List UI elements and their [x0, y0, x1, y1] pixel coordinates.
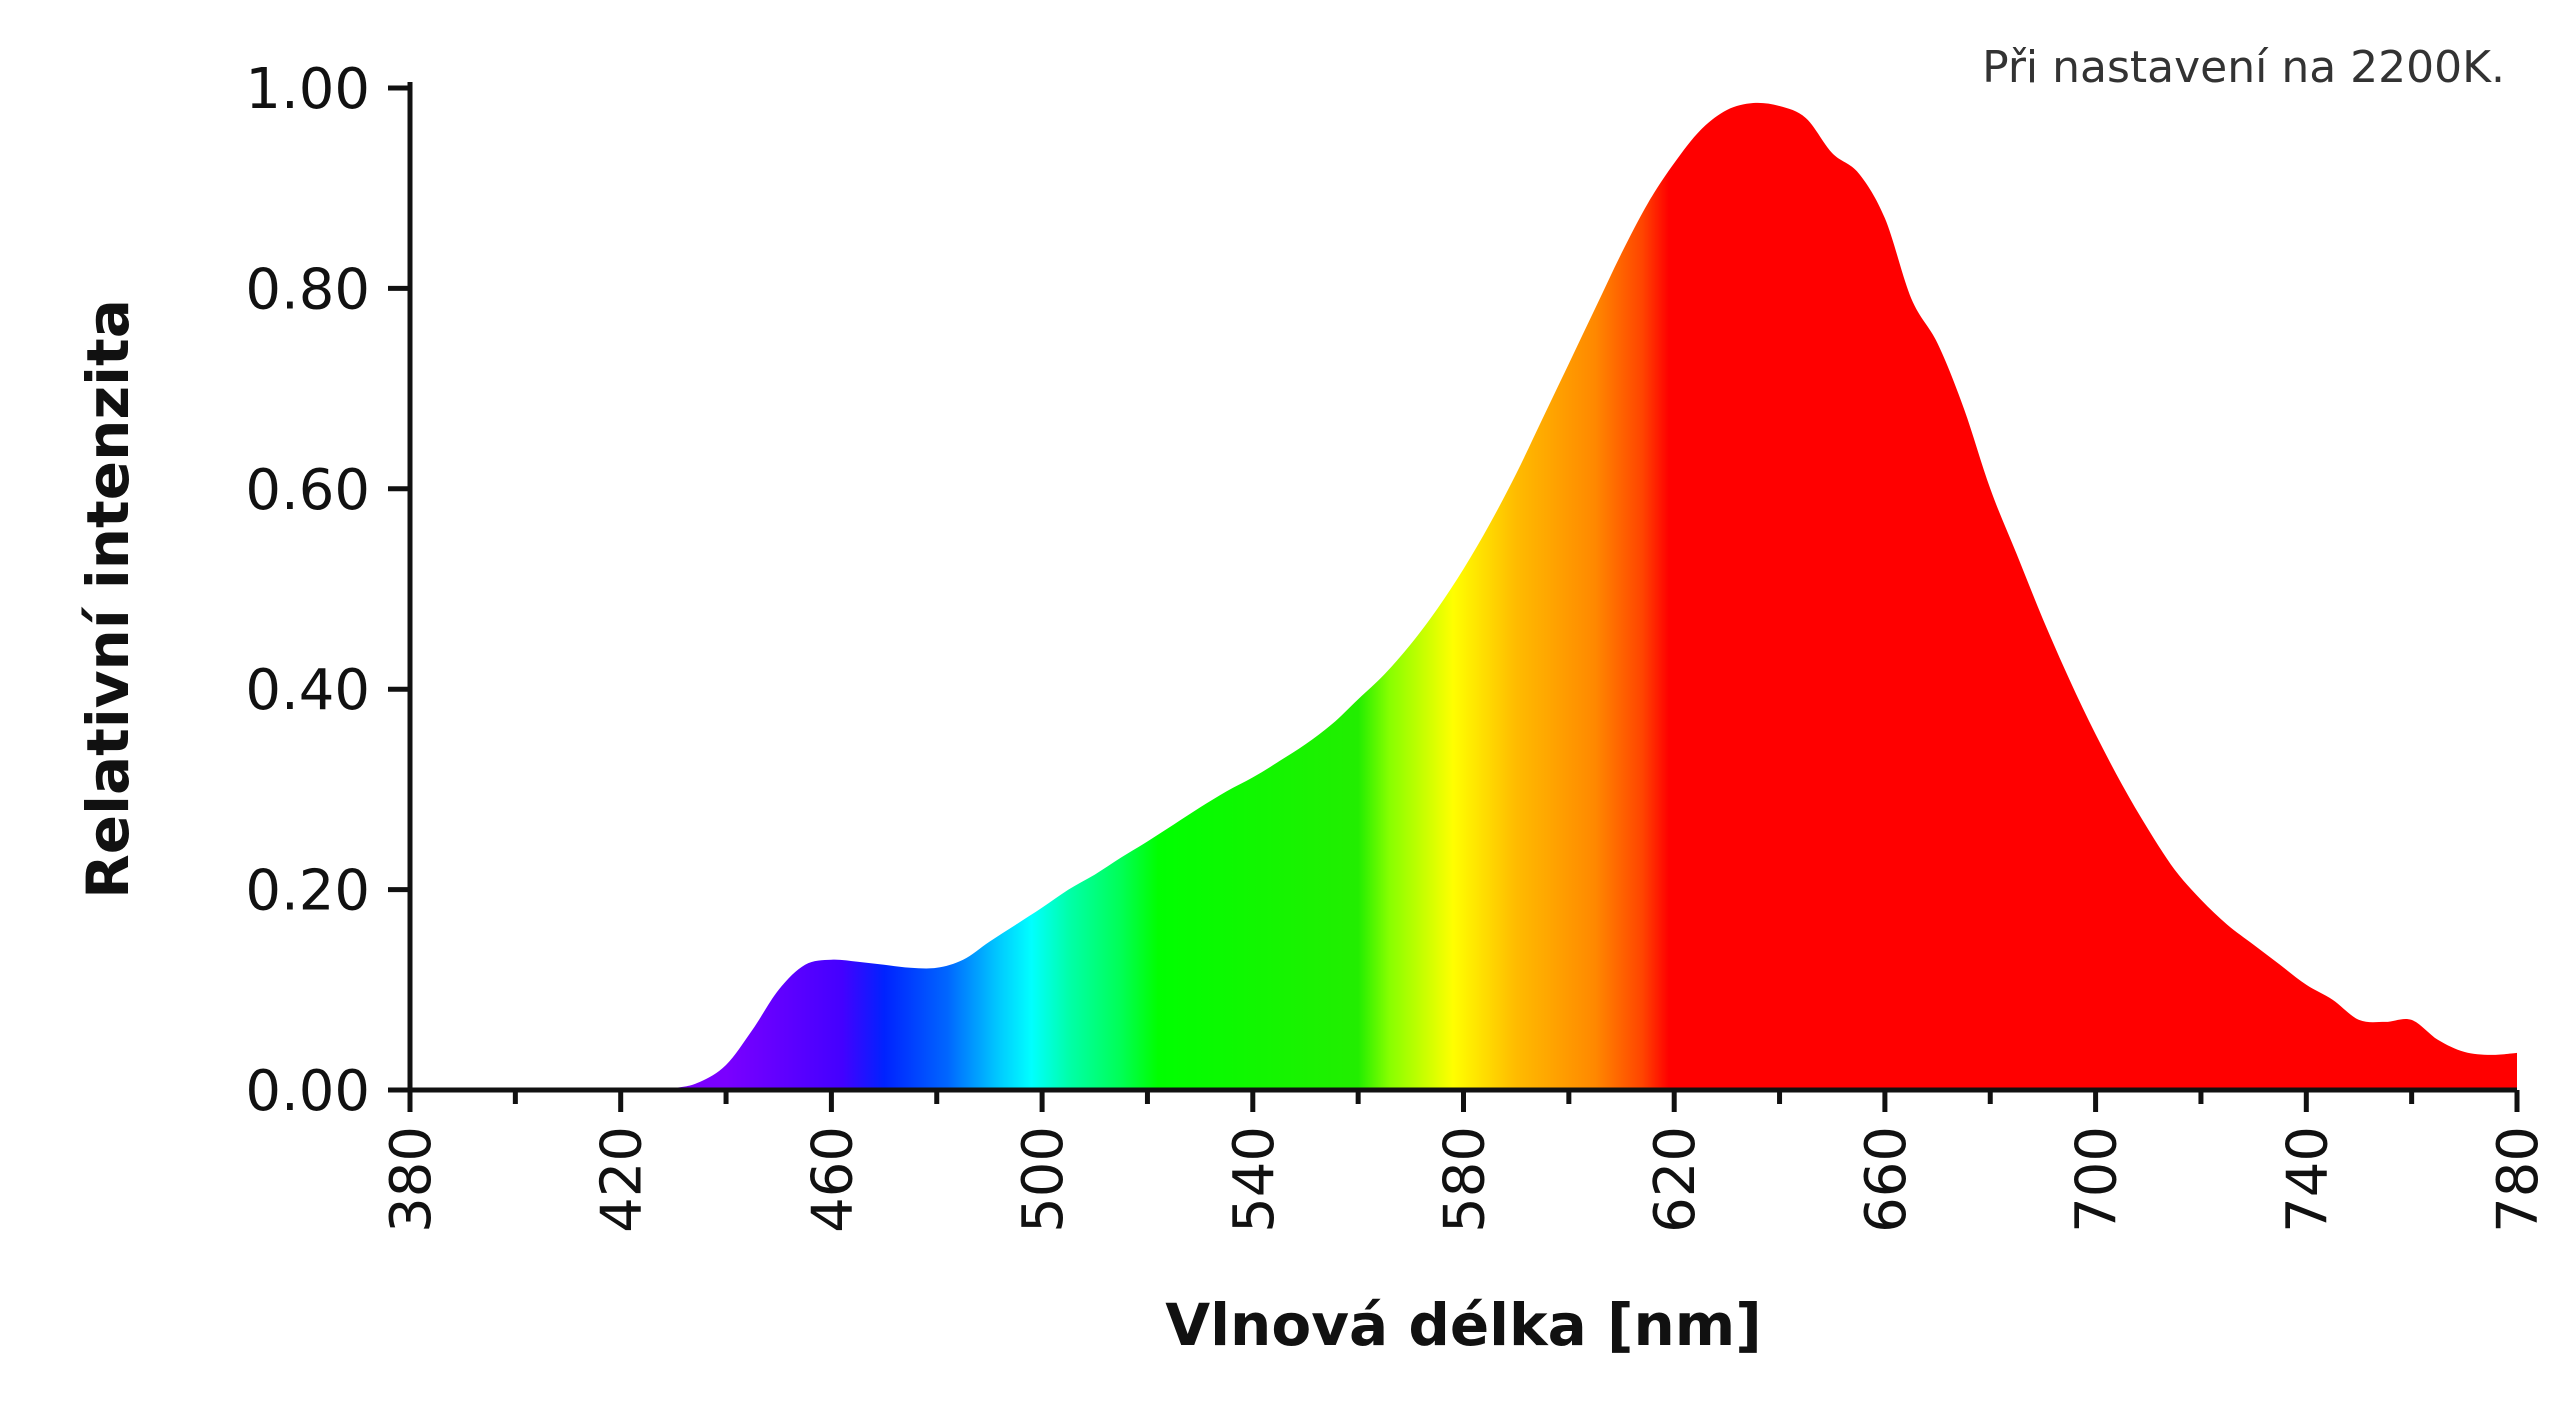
spectrum-area	[410, 102, 2517, 1091]
x-tick-label: 580	[1433, 1126, 1498, 1233]
x-tick-label: 420	[590, 1126, 655, 1233]
y-tick-label: 0.00	[245, 1059, 370, 1124]
x-tick-label: 620	[1643, 1126, 1708, 1233]
y-axis-ticks: 0.00 0.20 0.40 0.60 0.80 1.00	[245, 57, 410, 1124]
x-tick-label: 460	[800, 1126, 865, 1233]
y-tick-label: 0.40	[245, 658, 370, 723]
y-tick-label: 1.00	[245, 57, 370, 122]
y-axis-title: Relativní intenzita	[74, 299, 142, 899]
x-axis-title: Vlnová délka [nm]	[1165, 1291, 1761, 1359]
chart-annotation: Při nastavení na 2200K.	[1982, 42, 2505, 93]
spectrum-area-layer	[410, 102, 2517, 1091]
x-tick-label: 660	[1854, 1126, 1919, 1233]
y-tick-label: 0.20	[245, 859, 370, 924]
x-tick-label: 540	[1222, 1126, 1287, 1233]
x-axis-ticks: 380 420 460 500 540 580 620 660 700 740 780	[379, 1090, 2551, 1233]
x-tick-label: 500	[1011, 1126, 1076, 1233]
x-tick-label: 700	[2065, 1126, 2130, 1233]
x-tick-label: 740	[2275, 1126, 2340, 1233]
x-tick-label: 780	[2486, 1126, 2551, 1233]
x-tick-label: 380	[379, 1126, 444, 1233]
y-tick-label: 0.60	[245, 458, 370, 523]
y-tick-label: 0.80	[245, 257, 370, 322]
